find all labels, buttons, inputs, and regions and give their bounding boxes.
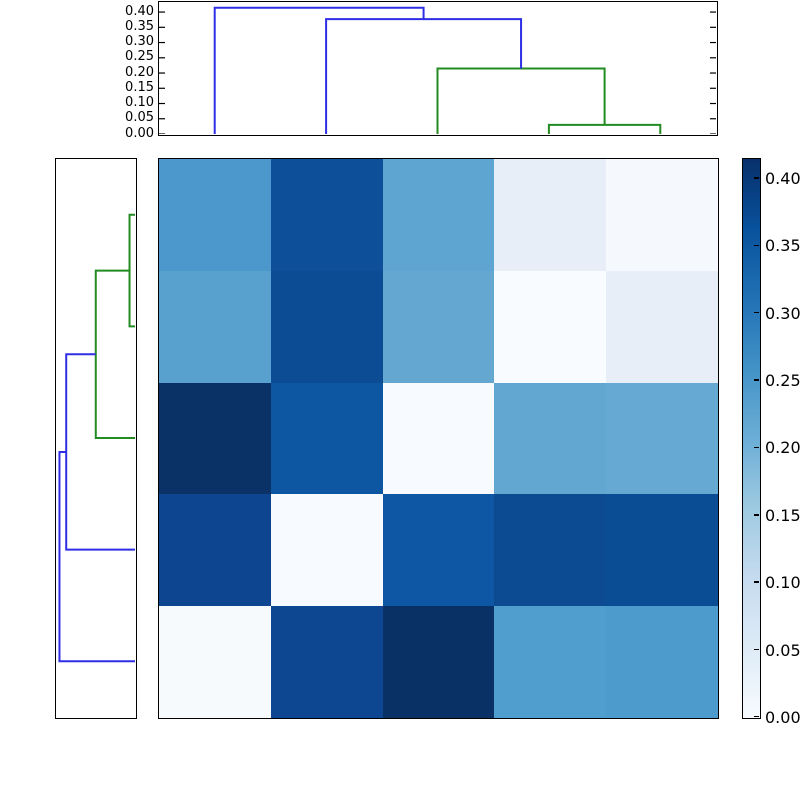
heatmap-cell xyxy=(159,606,271,718)
heatmap-cell xyxy=(382,606,495,718)
colorbar-tick-label: 0.00 xyxy=(765,708,800,727)
heatmap-cell xyxy=(270,270,383,383)
colorbar-gradient xyxy=(743,159,760,718)
colorbar-tick-label: 0.20 xyxy=(765,438,800,458)
heatmap-cell xyxy=(494,494,607,607)
top-axis-tick-label: 0.10 xyxy=(125,95,154,110)
colorbar-tick xyxy=(754,379,759,381)
heatmap-cell xyxy=(494,270,607,383)
colorbar-tick-label: 0.10 xyxy=(765,573,800,593)
heatmap-cell xyxy=(606,159,718,271)
heatmap-cell xyxy=(606,382,718,495)
heatmap-cell xyxy=(382,270,495,383)
heatmap-cell xyxy=(606,270,718,383)
top-dendrogram-svg xyxy=(159,6,716,134)
heatmap-cell xyxy=(382,494,495,607)
top-axis-tick-label: 0.35 xyxy=(125,18,154,34)
heatmap-cell xyxy=(606,494,718,607)
top-axis-tick-label: 0.25 xyxy=(125,49,154,65)
colorbar-tick-label: 0.40 xyxy=(765,168,800,188)
top-axis-tick-label: 0.15 xyxy=(125,79,154,95)
colorbar-tick xyxy=(754,648,759,651)
colorbar-tick xyxy=(754,177,759,179)
left-dendrogram-panel xyxy=(55,158,137,719)
heatmap-cell xyxy=(494,382,607,495)
dendrogram-link xyxy=(213,6,425,134)
colorbar xyxy=(742,158,761,719)
colorbar-tick xyxy=(754,244,759,246)
colorbar-tick xyxy=(754,311,759,314)
dendrogram-link xyxy=(547,123,662,134)
colorbar-tick-label: 0.25 xyxy=(765,371,800,391)
heatmap-cell xyxy=(270,382,383,495)
heatmap-cell xyxy=(270,606,383,718)
heatmap-cell xyxy=(270,159,383,271)
heatmap-cell xyxy=(382,159,495,271)
colorbar-tick-label: 0.30 xyxy=(765,303,800,323)
heatmap-cell xyxy=(159,159,271,271)
dendrogram-link xyxy=(128,213,135,328)
colorbar-tick-label: 0.05 xyxy=(765,640,800,660)
top-axis-tick-label: 0.40 xyxy=(125,3,154,19)
top-dendrogram-panel xyxy=(158,1,718,136)
heatmap-grid xyxy=(159,159,718,718)
heatmap-cell xyxy=(159,382,271,495)
top-axis-tick-label: 0.00 xyxy=(125,125,154,141)
colorbar-tick xyxy=(754,715,759,717)
colorbar-tick xyxy=(754,446,759,449)
heatmap-cell xyxy=(606,606,718,718)
heatmap-panel xyxy=(158,158,719,719)
heatmap-cell xyxy=(494,159,607,271)
heatmap-cell xyxy=(159,270,271,383)
top-axis-tick-label: 0.05 xyxy=(125,110,154,126)
colorbar-tick xyxy=(754,514,759,516)
colorbar-tick xyxy=(754,581,759,583)
heatmap-cell xyxy=(382,382,495,495)
heatmap-cell xyxy=(270,494,383,607)
dendrogram-link xyxy=(65,353,135,551)
heatmap-cell xyxy=(159,494,271,607)
colorbar-tick-label: 0.15 xyxy=(765,505,800,525)
left-dendrogram-svg xyxy=(58,213,135,663)
dendrogram-link xyxy=(58,450,135,663)
dendrogram-link xyxy=(325,18,523,134)
heatmap-cell xyxy=(494,606,607,718)
top-axis-tick-label: 0.30 xyxy=(125,34,154,50)
colorbar-tick-label: 0.35 xyxy=(765,236,800,256)
top-axis-tick-label: 0.20 xyxy=(125,64,154,80)
